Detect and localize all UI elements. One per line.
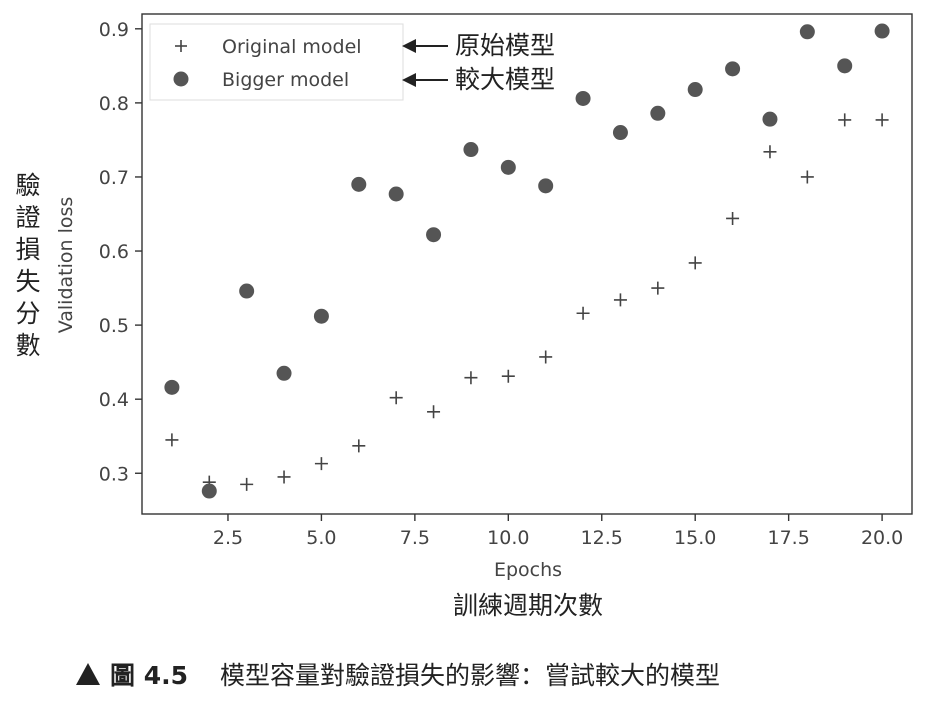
x-tick-label: 15.0 xyxy=(674,527,716,549)
data-point-bigger-model xyxy=(313,308,329,324)
caption-text: 模型容量對驗證損失的影響：嘗試較大的模型 xyxy=(220,661,721,690)
data-point-original-model xyxy=(501,369,515,383)
y-tick-label: 0.8 xyxy=(99,93,129,115)
y-tick-label: 0.6 xyxy=(99,241,129,263)
data-point-original-model xyxy=(352,439,366,453)
x-axis-title: Epochs xyxy=(494,559,562,581)
data-point-bigger-model xyxy=(239,283,255,299)
y-tick-label: 0.9 xyxy=(99,19,129,41)
y-axis-ticks: 0.3 0.4 0.5 0.6 0.7 0.8 0.9 xyxy=(99,19,142,485)
data-point-bigger-model xyxy=(650,105,666,121)
legend-marker-plus xyxy=(175,40,187,52)
y-tick-label: 0.3 xyxy=(99,463,129,485)
data-point-original-model xyxy=(277,470,291,484)
data-point-bigger-model xyxy=(799,24,815,40)
y-axis-title-chinese: 驗證損失分數 xyxy=(15,171,40,360)
annotation-text-original-model: 原始模型 xyxy=(455,31,555,60)
data-point-original-model xyxy=(651,281,665,295)
data-point-original-model xyxy=(875,113,889,127)
plot-area xyxy=(141,13,913,515)
data-point-bigger-model xyxy=(500,159,516,175)
x-axis-title-chinese: 訓練週期次數 xyxy=(453,591,603,620)
annotation-text-bigger-model: 較大模型 xyxy=(455,65,555,94)
data-point-original-model xyxy=(389,391,403,405)
triangle-icon xyxy=(76,663,100,685)
data-point-original-model xyxy=(838,113,852,127)
data-point-bigger-model xyxy=(426,227,442,243)
annotation-bigger-model: 較大模型 xyxy=(402,65,555,94)
data-point-original-model xyxy=(763,145,777,159)
x-tick-label: 12.5 xyxy=(581,527,623,549)
legend-box xyxy=(149,23,404,101)
data-point-original-model xyxy=(613,293,627,307)
series-original-model xyxy=(165,113,889,491)
data-point-bigger-model xyxy=(276,365,292,381)
figure-number: 圖 4.5 xyxy=(110,661,188,690)
data-point-bigger-model xyxy=(612,125,628,141)
data-point-original-model xyxy=(539,350,553,364)
data-point-original-model xyxy=(800,170,814,184)
data-point-bigger-model xyxy=(762,111,778,127)
data-point-original-model xyxy=(464,371,478,385)
x-tick-label: 10.0 xyxy=(487,527,529,549)
data-point-original-model xyxy=(240,477,254,491)
figure-caption: 圖 4.5 模型容量對驗證損失的影響：嘗試較大的模型 xyxy=(76,654,720,694)
legend-label-original-model: Original model xyxy=(222,36,362,58)
data-point-bigger-model xyxy=(538,178,554,194)
data-point-bigger-model xyxy=(388,186,404,202)
data-point-original-model xyxy=(726,211,740,225)
data-point-bigger-model xyxy=(351,176,367,192)
series-bigger-model xyxy=(164,23,890,499)
data-point-bigger-model xyxy=(575,90,591,106)
y-tick-label: 0.5 xyxy=(99,315,129,337)
data-point-original-model xyxy=(688,256,702,270)
data-point-bigger-model xyxy=(687,82,703,98)
x-axis-ticks: 2.5 5.0 7.5 10.0 12.5 15.0 17.5 20.0 xyxy=(213,514,903,549)
data-point-bigger-model xyxy=(463,142,479,158)
x-tick-label: 20.0 xyxy=(861,527,903,549)
data-point-bigger-model xyxy=(164,379,180,395)
legend-marker-circle xyxy=(173,71,189,87)
y-tick-label: 0.4 xyxy=(99,389,129,411)
data-point-bigger-model xyxy=(837,58,853,74)
data-point-bigger-model xyxy=(725,61,741,77)
data-point-bigger-model xyxy=(201,483,217,499)
data-point-original-model xyxy=(314,457,328,471)
x-tick-label: 17.5 xyxy=(767,527,809,549)
arrow-head-icon xyxy=(402,39,416,53)
data-point-original-model xyxy=(576,306,590,320)
data-point-bigger-model xyxy=(874,23,890,39)
x-tick-label: 2.5 xyxy=(213,527,243,549)
legend-label-bigger-model: Bigger model xyxy=(222,69,349,91)
arrow-head-icon xyxy=(402,73,416,87)
annotation-original-model: 原始模型 xyxy=(402,31,555,60)
y-tick-label: 0.7 xyxy=(99,167,129,189)
data-point-original-model xyxy=(165,433,179,447)
data-point-original-model xyxy=(427,405,441,419)
x-tick-label: 5.0 xyxy=(306,527,336,549)
legend: Original model Bigger model xyxy=(149,23,404,101)
x-tick-label: 7.5 xyxy=(400,527,430,549)
y-axis-title: Validation loss xyxy=(55,197,77,334)
